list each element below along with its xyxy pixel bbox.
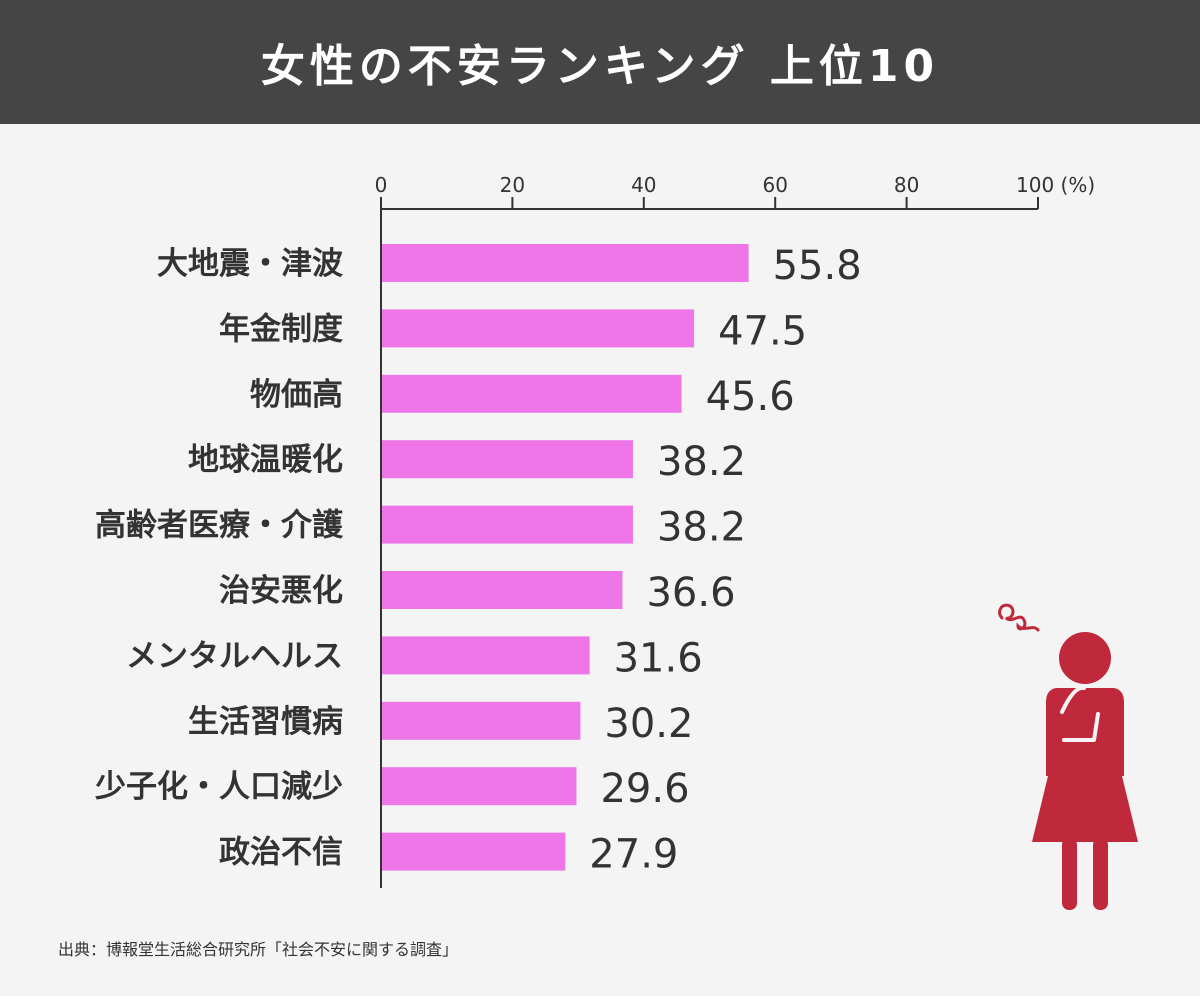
bar [382,440,633,479]
bar [382,374,682,413]
bar [382,636,590,675]
header-banner: 女性の不安ランキング 上位10 [0,0,1200,124]
value-label: 27.9 [589,832,678,878]
x-tick-label: 80 [894,173,919,197]
bar [382,309,695,348]
bar [382,767,577,806]
value-label: 47.5 [718,308,807,354]
bar [382,244,749,282]
x-tick-label: 100 (%) [1016,173,1095,197]
value-label: 55.8 [773,243,862,289]
x-tick-label: 20 [500,173,525,197]
category-label: 大地震・津波 [157,246,343,282]
dizzy-swirl-icon [998,603,1040,632]
category-label: 治安悪化 [219,573,343,609]
bar [382,505,633,544]
x-tick-label: 40 [631,173,656,197]
category-label: メンタルヘルス [126,638,343,674]
value-label: 45.6 [706,374,795,420]
value-label: 38.2 [657,439,746,485]
value-label: 30.2 [604,701,693,747]
value-label: 38.2 [657,505,746,551]
category-label: 地球温暖化 [188,442,343,478]
bar [382,571,623,609]
category-label: 高齢者医療・介護 [95,508,344,544]
category-label: 少子化・人口減少 [95,769,343,805]
value-label: 31.6 [614,635,703,681]
x-tick-label: 0 [375,173,388,197]
chart-title: 女性の不安ランキング 上位10 [260,41,940,92]
category-label: 年金制度 [219,311,343,347]
value-label: 36.6 [646,570,735,616]
value-label: 29.6 [600,766,689,812]
x-tick-label: 60 [762,173,787,197]
source-note: 出典：博報堂生活総合研究所「社会不安に関する調査」 [58,940,459,959]
worried-woman-icon [998,603,1138,910]
bar [382,701,581,740]
category-label: 生活習慣病 [188,704,343,740]
bar [382,832,566,871]
category-label: 政治不信 [219,835,343,871]
category-label: 物価高 [250,377,343,413]
